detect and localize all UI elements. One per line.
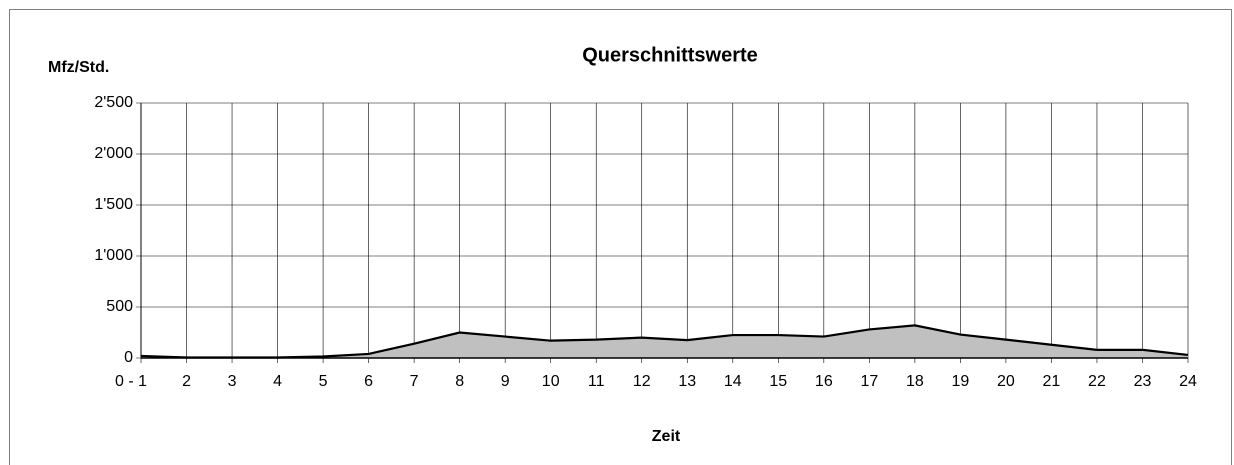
x-tick-label: 18 xyxy=(906,373,924,390)
x-tick-label: 22 xyxy=(1088,373,1106,390)
x-tick-label: 9 xyxy=(501,373,510,390)
x-tick-label: 4 xyxy=(273,373,282,390)
y-tick-label: 0 xyxy=(124,349,133,366)
x-tick-label: 17 xyxy=(860,373,878,390)
x-tick-label: 8 xyxy=(455,373,464,390)
x-tick-label: 3 xyxy=(228,373,237,390)
x-tick-label: 2 xyxy=(182,373,191,390)
x-tick-label: 12 xyxy=(633,373,651,390)
y-tick-label: 2'500 xyxy=(94,94,133,111)
area xyxy=(141,325,1188,358)
x-tick-label: 13 xyxy=(678,373,696,390)
x-tick-label: 0 - 1 xyxy=(115,373,147,390)
x-axis-label: Zeit xyxy=(652,428,681,445)
y-axis-label: Mfz/Std. xyxy=(48,59,109,76)
x-tick-label: 7 xyxy=(410,373,419,390)
y-tick-label: 1'000 xyxy=(94,247,133,264)
chart-title: Querschnittswerte xyxy=(582,44,758,66)
y-tick-label: 500 xyxy=(106,298,133,315)
x-tick-label: 6 xyxy=(364,373,373,390)
x-tick-label: 21 xyxy=(1043,373,1061,390)
x-tick-label: 20 xyxy=(997,373,1015,390)
y-tick-label: 2'000 xyxy=(94,145,133,162)
x-tick-label: 11 xyxy=(588,373,605,390)
x-tick-label: 14 xyxy=(724,373,742,390)
x-tick-label: 19 xyxy=(951,373,969,390)
x-tick-label: 16 xyxy=(815,373,833,390)
x-tick-label: 5 xyxy=(319,373,328,390)
frame xyxy=(9,9,1232,465)
x-tick-label: 24 xyxy=(1179,373,1197,390)
x-tick-label: 10 xyxy=(542,373,560,390)
y-tick-label: 1'500 xyxy=(94,196,133,213)
x-tick-label: 23 xyxy=(1134,373,1152,390)
line xyxy=(140,324,1189,359)
x-tick-label: 15 xyxy=(769,373,787,390)
